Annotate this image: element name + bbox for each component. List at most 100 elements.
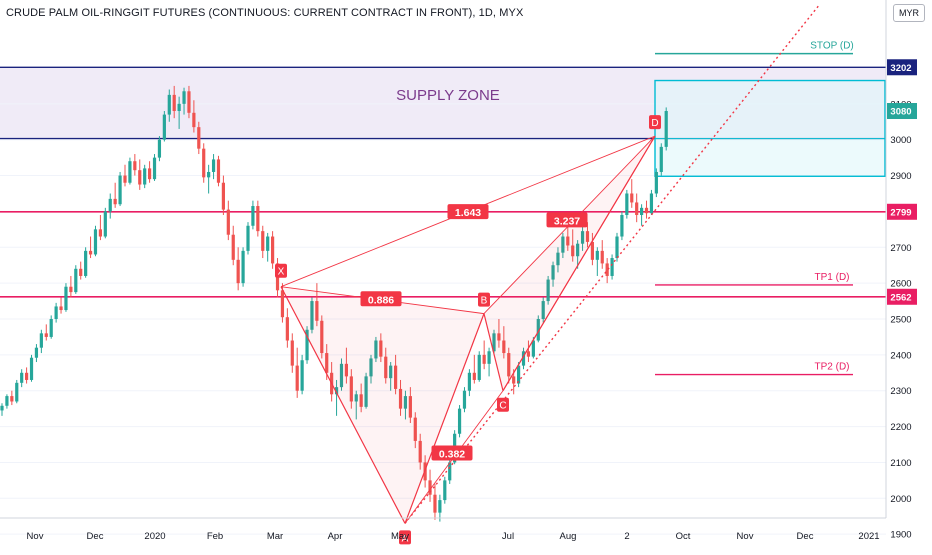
candle: [541, 297, 545, 323]
candle: [211, 154, 216, 180]
x-tick-label: Nov: [737, 531, 754, 542]
y-tick-label: 2400: [890, 350, 911, 361]
candle: [521, 347, 526, 370]
candle: [64, 283, 68, 312]
target-box[interactable]: [654, 79, 886, 177]
candle: [162, 111, 166, 142]
candle: [246, 222, 250, 255]
candle: [408, 387, 412, 423]
pattern-ratio-label: 0.382: [431, 445, 473, 461]
candle: [359, 383, 363, 413]
svg-text:3080: 3080: [890, 107, 911, 118]
candle: [305, 326, 309, 364]
candle: [10, 390, 14, 406]
candle: [428, 469, 432, 502]
candle: [5, 394, 9, 409]
candle: [364, 372, 368, 409]
price-label-3080: 3080: [887, 103, 917, 120]
candle: [664, 107, 668, 151]
svg-text:C: C: [499, 401, 506, 412]
pattern-point-d[interactable]: D: [649, 115, 661, 130]
candle: [497, 319, 501, 348]
svg-text:B: B: [481, 296, 488, 307]
svg-text:3202: 3202: [890, 63, 911, 74]
candle: [182, 87, 186, 115]
candle: [39, 329, 43, 354]
pattern-point-a[interactable]: A: [399, 530, 411, 545]
candle: [123, 164, 127, 187]
candle: [143, 164, 147, 189]
candle: [148, 161, 152, 183]
candle: [54, 302, 58, 323]
target-label-0: STOP (D): [810, 41, 854, 52]
y-tick-label: 2200: [890, 422, 911, 433]
pattern-point-b[interactable]: B: [478, 292, 490, 307]
candle: [271, 231, 275, 269]
svg-text:3.237: 3.237: [554, 215, 580, 227]
candle: [152, 154, 157, 181]
x-tick-label: Feb: [207, 531, 223, 542]
candle: [138, 159, 142, 190]
pattern-ratio-label: 0.886: [360, 291, 402, 307]
candle: [84, 247, 88, 278]
candle: [29, 354, 34, 382]
candle: [113, 182, 117, 208]
candle: [344, 347, 348, 384]
candle: [443, 476, 447, 504]
candle: [236, 247, 240, 291]
svg-text:A: A: [402, 533, 409, 544]
price-label-2562: 2562: [887, 288, 917, 305]
pattern-leg: [280, 286, 406, 524]
currency-selector[interactable]: MYR: [893, 4, 925, 22]
candle: [88, 236, 93, 259]
candle: [261, 225, 265, 259]
y-tick-label: 2000: [890, 494, 911, 505]
candle: [502, 326, 506, 359]
candle: [561, 232, 565, 259]
dotted-trend-line[interactable]: [404, 3, 821, 524]
candle: [320, 315, 324, 359]
pattern-leg: [404, 313, 485, 524]
candle: [398, 379, 403, 416]
x-tick-label: May: [391, 531, 409, 542]
pattern-point-x[interactable]: X: [275, 263, 287, 278]
candle: [620, 211, 624, 241]
candle: [334, 379, 339, 416]
candle: [49, 315, 53, 339]
svg-text:D: D: [651, 118, 658, 129]
y-tick-label: 2500: [890, 315, 911, 326]
x-tick-label: 2: [624, 531, 629, 542]
pattern-trend-line: [502, 135, 656, 391]
pattern-point-c[interactable]: C: [497, 397, 509, 412]
candle: [379, 333, 383, 363]
candle: [640, 204, 644, 226]
candle: [216, 155, 221, 187]
candle: [413, 412, 417, 449]
svg-text:X: X: [278, 267, 285, 278]
candle: [403, 390, 408, 420]
candle: [610, 254, 614, 280]
candle: [20, 369, 24, 388]
svg-text:0.886: 0.886: [368, 294, 394, 306]
candle: [649, 189, 654, 216]
pattern-leg: [483, 313, 504, 391]
candle: [98, 215, 102, 241]
candle: [394, 354, 398, 395]
price-axis[interactable]: [886, 0, 932, 550]
x-tick-label: Nov: [27, 531, 44, 542]
candle: [25, 367, 29, 384]
candle: [207, 164, 211, 194]
x-tick-label: Aug: [560, 531, 577, 542]
target-label-2: TP2 (D): [815, 362, 850, 373]
candle: [546, 275, 550, 305]
x-tick-label: Oct: [676, 531, 691, 542]
candle: [644, 200, 649, 219]
candle: [108, 193, 112, 219]
candle: [295, 347, 299, 398]
candle: [482, 340, 486, 370]
candle: [93, 225, 98, 257]
candle: [590, 232, 594, 266]
svg-text:0.382: 0.382: [439, 448, 465, 460]
candle: [654, 168, 658, 198]
